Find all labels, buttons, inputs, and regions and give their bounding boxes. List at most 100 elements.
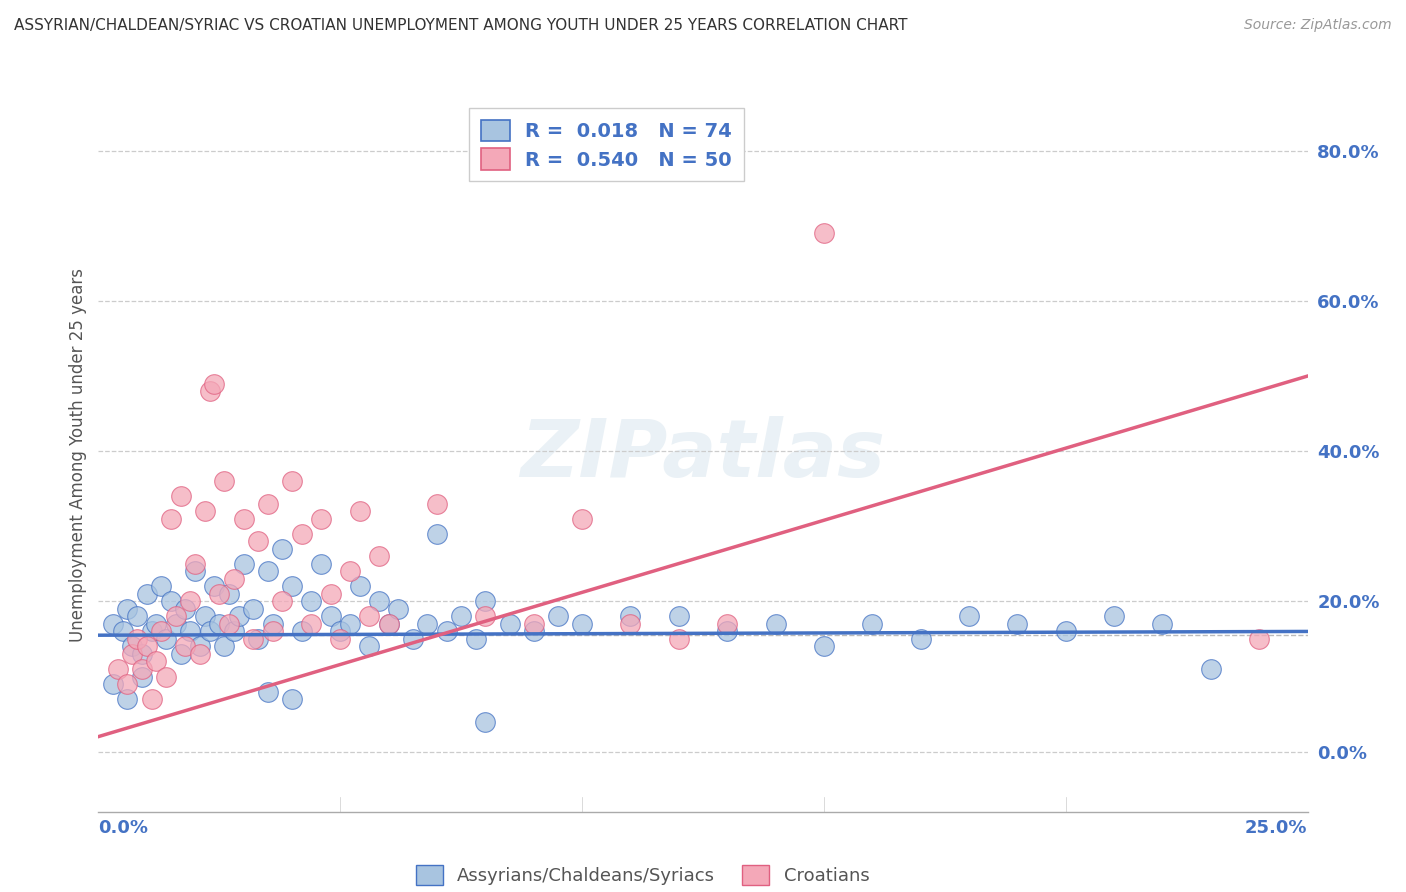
Point [571,512,593,526]
Point [198,624,221,639]
Point [127,632,149,646]
Point [281,579,304,593]
Text: 25.0%: 25.0% [1246,819,1308,838]
Point [135,640,157,654]
Point [498,616,520,631]
Point [212,640,235,654]
Point [117,602,139,616]
Point [117,692,139,706]
Point [450,609,472,624]
Point [121,647,143,661]
Point [571,616,593,631]
Point [547,609,569,624]
Point [281,692,304,706]
Point [1054,624,1077,639]
Point [150,579,173,593]
Point [194,609,217,624]
Point [377,616,399,631]
Point [141,624,163,639]
Point [1102,609,1125,624]
Point [127,609,149,624]
Point [281,474,304,488]
Point [174,602,197,616]
Point [474,594,496,608]
Point [402,632,425,646]
Point [416,616,439,631]
Point [242,602,264,616]
Point [813,227,835,241]
Point [910,632,932,646]
Point [436,624,458,639]
Point [179,624,201,639]
Point [174,640,197,654]
Point [222,572,245,586]
Point [165,616,187,631]
Point [208,616,231,631]
Point [160,512,183,526]
Point [957,609,980,624]
Point [145,655,167,669]
Point [271,541,294,556]
Point [271,594,294,608]
Text: Source: ZipAtlas.com: Source: ZipAtlas.com [1244,18,1392,32]
Legend: Assyrians/Chaldeans/Syriacs, Croatians: Assyrians/Chaldeans/Syriacs, Croatians [416,865,869,885]
Point [145,616,167,631]
Point [131,669,153,683]
Point [474,714,496,729]
Point [262,616,284,631]
Point [131,662,153,676]
Point [208,587,231,601]
Point [368,594,391,608]
Point [349,504,371,518]
Point [117,677,139,691]
Point [222,624,245,639]
Point [329,624,352,639]
Point [101,677,124,691]
Text: ASSYRIAN/CHALDEAN/SYRIAC VS CROATIAN UNEMPLOYMENT AMONG YOUTH UNDER 25 YEARS COR: ASSYRIAN/CHALDEAN/SYRIAC VS CROATIAN UNE… [14,18,907,33]
Point [184,565,207,579]
Point [232,557,254,571]
Point [474,609,496,624]
Point [141,692,163,706]
Point [262,624,284,639]
Point [1007,616,1029,631]
Point [188,640,211,654]
Point [619,616,641,631]
Point [464,632,486,646]
Point [619,609,641,624]
Point [101,616,124,631]
Point [179,594,201,608]
Point [1199,662,1222,676]
Point [204,579,226,593]
Point [165,609,187,624]
Text: ZIPatlas: ZIPatlas [520,416,886,494]
Point [359,640,381,654]
Point [1249,632,1271,646]
Point [860,616,883,631]
Point [765,616,787,631]
Point [349,579,371,593]
Point [329,632,352,646]
Point [135,587,157,601]
Point [256,684,278,698]
Point [107,662,129,676]
Point [188,647,211,661]
Point [121,640,143,654]
Point [228,609,250,624]
Point [299,616,322,631]
Point [184,557,207,571]
Point [339,565,361,579]
Point [339,616,361,631]
Point [155,669,177,683]
Point [290,624,312,639]
Point [668,609,690,624]
Point [813,640,835,654]
Point [111,624,134,639]
Point [368,549,391,564]
Point [218,587,240,601]
Point [160,594,183,608]
Point [131,647,153,661]
Point [169,489,191,503]
Point [247,632,270,646]
Point [299,594,322,608]
